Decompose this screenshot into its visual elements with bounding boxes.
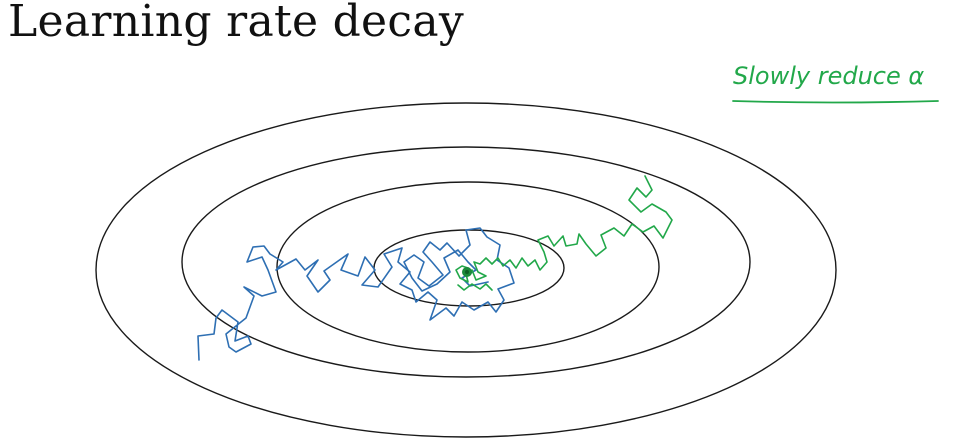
annotation: Slowly reduce α [732,62,939,104]
contour-second [181,146,751,378]
fixed-learning-rate-path [197,227,515,361]
annotation-underline [732,100,939,104]
contour-lines [95,102,837,438]
annotation-text: Slowly reduce α [733,62,924,90]
minimum-marker-inner [465,270,469,274]
slide-title: Learning rate decay [8,0,465,47]
decayed-learning-rate-path-tail [457,283,493,291]
contour-outer [95,102,837,438]
contour-third [276,181,660,353]
